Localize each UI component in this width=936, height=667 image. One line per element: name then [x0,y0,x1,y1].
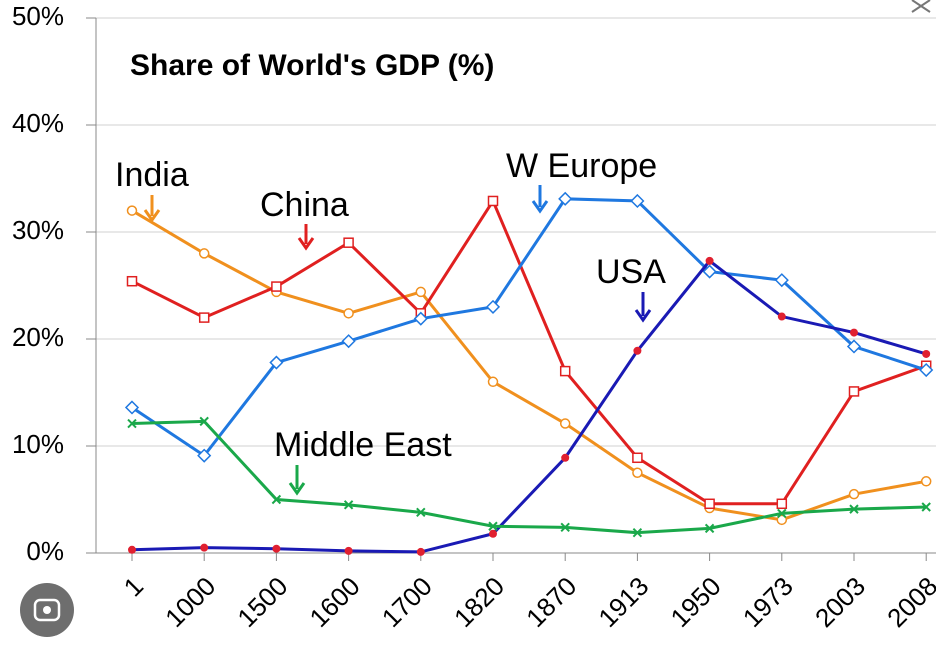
y-tick-label: 40% [12,108,64,138]
x-tick-label: 1820 [448,571,510,633]
marker [919,362,934,378]
y-tick-label: 0% [26,536,64,566]
x-tick-label: 1913 [592,571,654,633]
marker [488,521,498,531]
series [126,195,932,510]
marker [632,452,643,464]
close-icon[interactable] [911,0,931,13]
series [127,416,931,538]
marker [632,467,643,478]
marker [343,500,354,510]
marker [413,311,428,326]
arrow-head [531,200,549,214]
marker [559,418,571,429]
marker [127,418,137,429]
marker [344,546,353,555]
marker [560,522,570,533]
marker [774,273,789,288]
series-line [131,197,927,506]
series-label: Middle East [274,426,452,464]
marker [487,376,499,388]
series-label: India [115,156,189,194]
marker [198,312,210,323]
series-label: China [260,186,349,224]
marker [197,448,212,463]
marker [343,308,354,319]
marker [199,416,209,427]
series-label: W Europe [506,147,657,185]
series-line [131,197,927,458]
marker [776,498,788,510]
x-tick-label: 1 [118,571,149,602]
marker [416,507,426,518]
marker [559,365,571,377]
marker [632,527,643,538]
arrow-head [143,209,161,223]
marker [269,355,284,370]
marker [415,286,427,298]
x-tick-label: 2003 [809,571,871,633]
marker [705,256,714,265]
marker [128,545,136,554]
y-tick-label: 30% [12,215,64,245]
x-tick-label: 1950 [665,571,727,633]
chart-title: Share of World's GDP (%) [130,49,494,82]
x-tick-label: 1500 [231,571,293,633]
series-label: USA [596,253,666,291]
marker [561,453,570,462]
marker [416,547,425,556]
series-line [131,209,927,522]
marker [272,544,281,553]
series-line [131,258,927,554]
x-tick-label: 1700 [376,571,438,633]
series [128,256,931,556]
marker [271,494,282,505]
marker [921,502,931,512]
marker [126,275,138,287]
y-tick-label: 50% [12,1,64,31]
marker [126,205,138,216]
y-tick-label: 10% [12,429,64,459]
marker [633,346,642,355]
marker [848,386,860,397]
marker [558,191,573,206]
lens-icon[interactable] [20,583,74,637]
x-tick-label: 1870 [520,571,582,633]
marker [200,543,209,552]
x-tick-label: 2008 [881,571,936,633]
marker [487,195,499,207]
arrow-head [288,482,306,496]
marker [777,312,786,321]
marker [198,248,210,259]
marker [485,299,501,314]
marker [702,264,717,279]
x-tick-label: 1600 [304,571,366,633]
series [124,191,934,463]
marker [848,488,860,500]
marker [343,237,354,248]
marker [124,400,140,415]
marker [704,498,715,510]
marker [776,514,788,526]
arrow-head [297,237,315,251]
marker [849,504,859,514]
marker [341,334,356,349]
y-tick-label: 20% [12,322,64,352]
marker [920,476,932,487]
marker [846,339,862,354]
marker [777,508,787,519]
x-tick-label: 1000 [159,571,221,633]
arrow-head [634,309,652,323]
marker [630,193,645,209]
marker [704,523,715,534]
x-tick-label: 1973 [737,571,799,633]
marker [922,349,931,358]
series-line [131,419,927,535]
marker [489,529,497,538]
marker [271,281,282,292]
marker [850,328,858,337]
